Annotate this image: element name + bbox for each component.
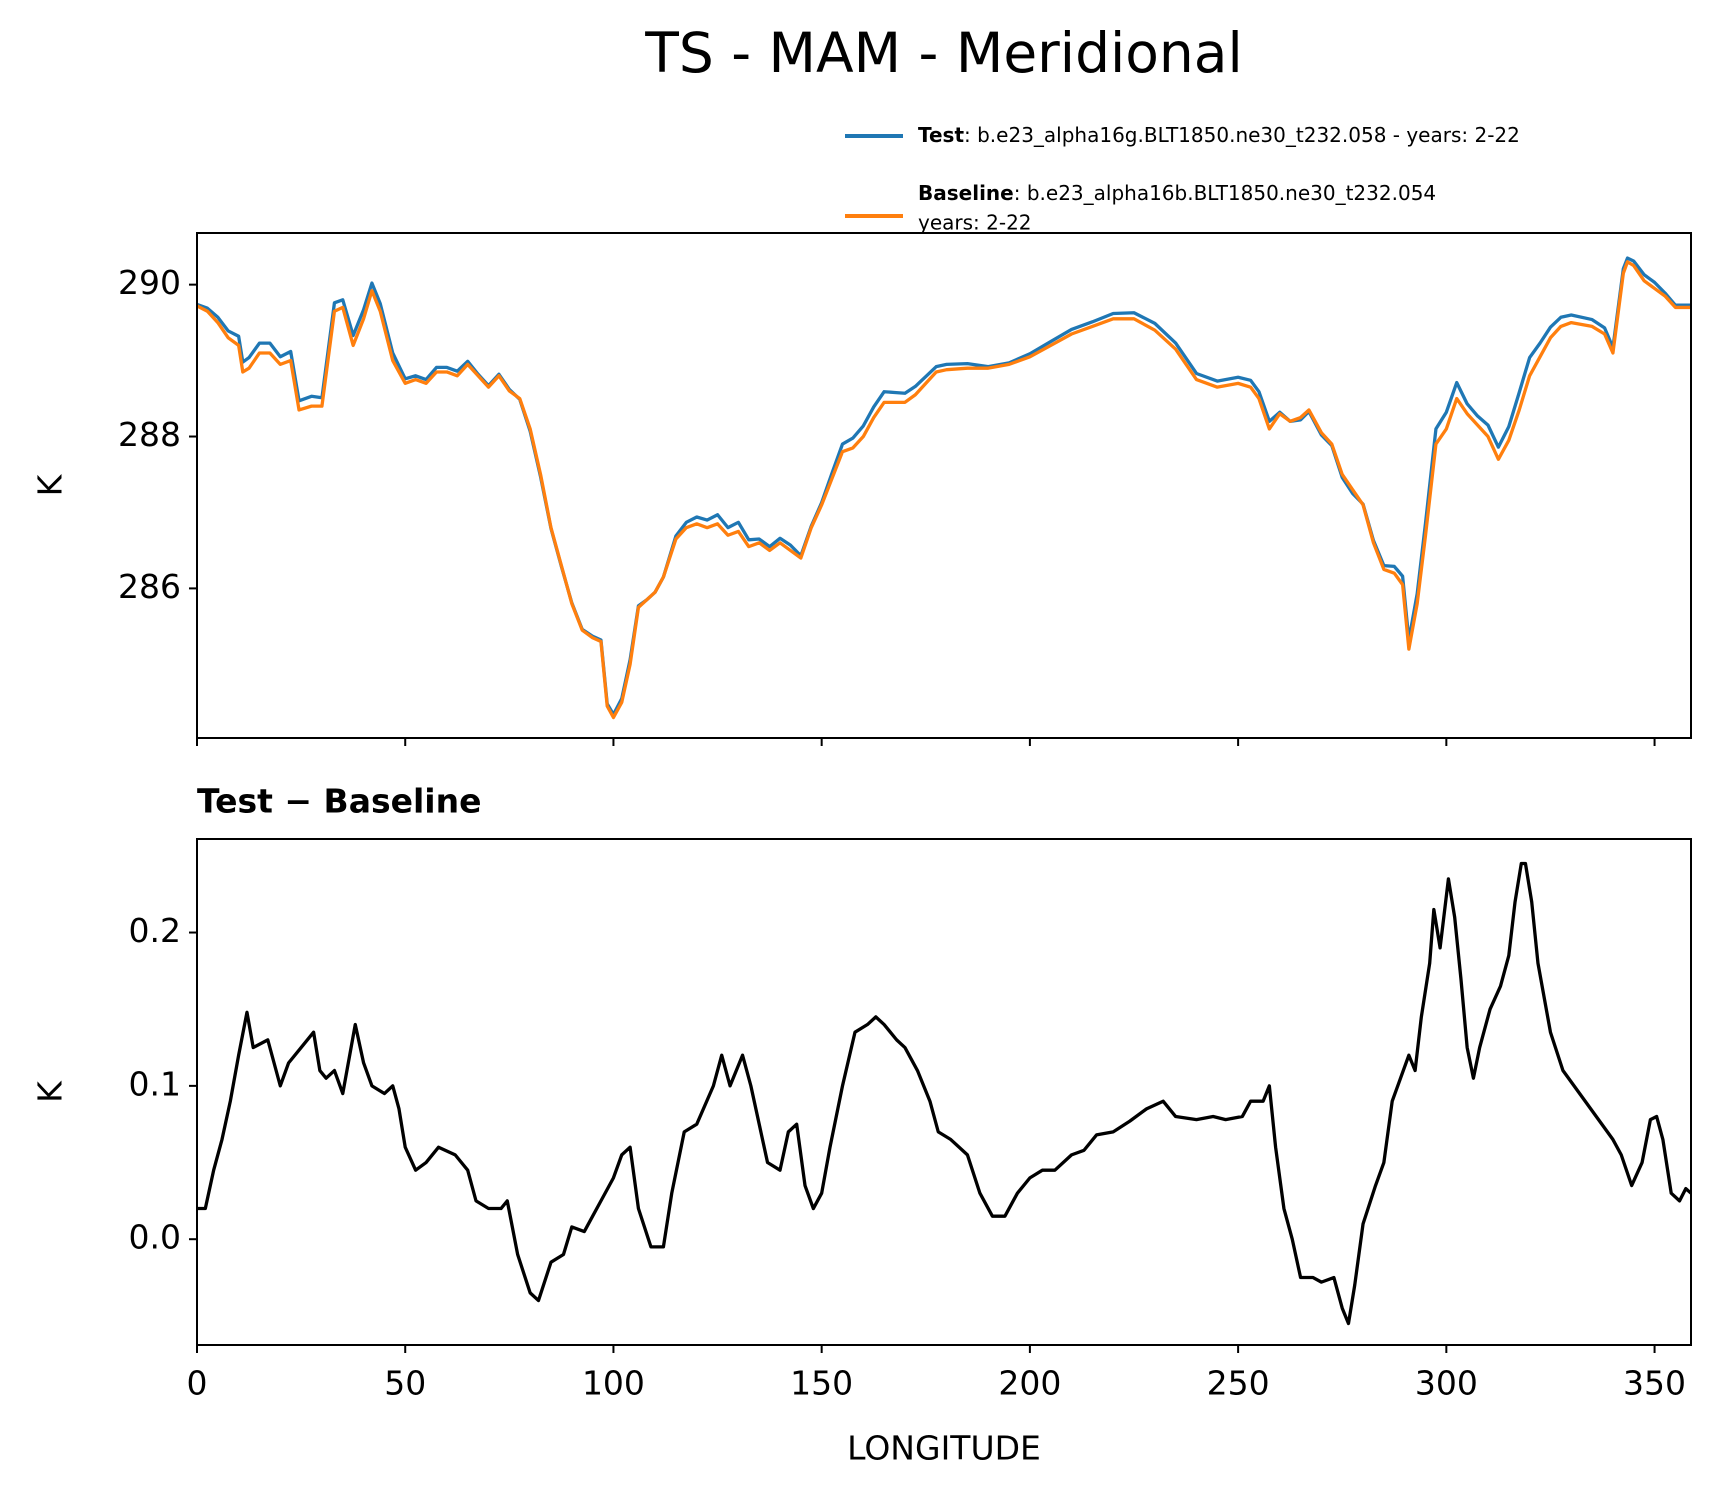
x-tick-label: 150 [790, 1364, 853, 1403]
legend-label: Test: b.e23_alpha16g.BLT1850.ne30_t232.0… [918, 123, 1520, 147]
plot-frame [196, 838, 1692, 1346]
y-tick-label: 290 [118, 263, 181, 302]
y-axis-label: K [31, 1080, 70, 1103]
x-tick-label: 250 [1207, 1364, 1270, 1403]
y-tick-label: 288 [118, 415, 181, 454]
series-line [196, 256, 1691, 717]
subplot-title: Test − Baseline [197, 782, 482, 821]
y-tick-label: 286 [118, 567, 181, 606]
legend-name: Baseline [918, 181, 1014, 205]
x-tick-label: 300 [1415, 1364, 1478, 1403]
figure-title: TS - MAM - Meridional [644, 21, 1243, 85]
y-tick-label: 0.0 [129, 1218, 181, 1257]
y-tick-label: 0.1 [129, 1064, 181, 1103]
plot-frame [196, 232, 1692, 739]
series-line [197, 861, 1693, 1326]
legend-label: Baseline: b.e23_alpha16b.BLT1850.ne30_t2… [918, 181, 1436, 205]
y-axis-label: K [31, 473, 70, 496]
legend-description: : b.e23_alpha16b.BLT1850.ne30_t232.054 [1014, 181, 1436, 205]
x-tick-label: 350 [1623, 1364, 1686, 1403]
series-line [196, 260, 1691, 720]
legend-description: : b.e23_alpha16g.BLT1850.ne30_t232.058 -… [964, 123, 1520, 147]
legend-name: Test [918, 123, 964, 147]
x-tick-label: 100 [582, 1364, 645, 1403]
legend-description: years: 2-22 [918, 211, 1032, 235]
x-tick-label: 200 [998, 1364, 1061, 1403]
x-tick-label: 0 [187, 1364, 208, 1403]
y-tick-label: 0.2 [129, 911, 181, 950]
x-axis-label: LONGITUDE [847, 1429, 1041, 1468]
x-tick-label: 50 [384, 1364, 426, 1403]
